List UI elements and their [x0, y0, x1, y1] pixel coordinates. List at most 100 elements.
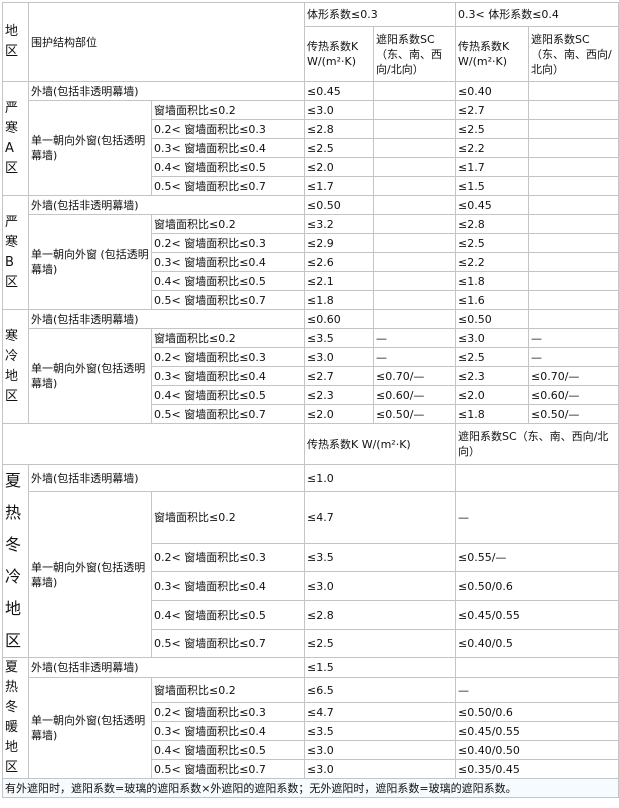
window-k: ≤3.5	[304, 721, 456, 741]
table-row: 严寒B区 外墙(包括非透明幕墙) ≤0.50 ≤0.45	[2, 195, 619, 310]
table-row: 0.3< 窗墙面积比≤0.4 ≤2.6 ≤2.2	[3, 252, 619, 272]
window-sc1	[373, 214, 456, 234]
region-name: 寒冷地区	[2, 309, 29, 424]
wall-sc2	[527, 81, 619, 101]
window-k2: ≤1.8	[455, 271, 529, 291]
window-sc2	[527, 252, 619, 272]
window-sc1	[373, 176, 456, 196]
window-k2: ≤2.2	[455, 252, 529, 272]
window-ratio: 0.4< 窗墙面积比≤0.5	[151, 740, 305, 760]
table-row: 0.2< 窗墙面积比≤0.3 ≤3.5 ≤0.55/—	[3, 543, 619, 572]
window-sc: ≤0.45/0.55	[454, 721, 619, 741]
window-sc2	[527, 119, 619, 139]
window-k2: ≤1.7	[455, 157, 529, 177]
window-ratio: 0.3< 窗墙面积比≤0.4	[151, 571, 305, 601]
window-ratio: 窗墙面积比≤0.2	[151, 677, 305, 703]
shape-factor-1-header: 体形系数≤0.3	[304, 2, 456, 27]
window-sc2	[527, 271, 619, 291]
window-label: 单一朝向外窗(包括透明幕墙)	[28, 491, 152, 658]
window-k1: ≤2.0	[304, 404, 374, 424]
wall-k1: ≤0.60	[304, 309, 374, 329]
window-ratio: 0.5< 窗墙面积比≤0.7	[151, 759, 305, 779]
window-sc2: —	[527, 328, 619, 348]
window-k: ≤3.0	[304, 759, 456, 779]
k-header: 传热系数K W/(m²·K)	[304, 423, 456, 465]
window-sc2	[527, 176, 619, 196]
window-sc2: ≤0.70/—	[527, 366, 619, 386]
table-row: 单一朝向外窗(包括透明幕墙) 窗墙面积比≤0.2 ≤3.0 ≤2.7	[3, 100, 619, 196]
window-k1: ≤2.9	[304, 233, 374, 253]
wall-label: 外墙(包括非透明幕墙)	[28, 309, 305, 329]
table-row: 单一朝向外窗(包括透明幕墙) 窗墙面积比≤0.2 ≤3.5— ≤3.0—	[3, 328, 619, 424]
table-row: 0.3< 窗墙面积比≤0.4 ≤2.7 ≤0.70/— ≤2.3 ≤0.70/—	[3, 366, 619, 386]
table-row: 寒冷地区 外墙(包括非透明幕墙) ≤0.60 ≤0.50	[2, 309, 619, 424]
wall-sc1	[373, 195, 456, 215]
window-sc1	[373, 100, 456, 120]
window-sc2	[527, 138, 619, 158]
window-ratio: 0.5< 窗墙面积比≤0.7	[151, 404, 305, 424]
window-k2: ≤2.7	[455, 100, 529, 120]
wall-k1: ≤0.45	[304, 81, 374, 101]
window-sc: ≤0.55/—	[454, 543, 619, 572]
window-ratio: 0.2< 窗墙面积比≤0.3	[151, 702, 305, 722]
window-sc: ≤0.35/0.45	[454, 759, 619, 779]
table-row: 严寒A区 外墙(包括非透明幕墙) ≤0.45 ≤0.40	[2, 81, 619, 196]
window-k1: ≤2.0	[304, 157, 374, 177]
shape-factor-2-header: 0.3< 体形系数≤0.4	[454, 2, 619, 27]
window-k1: ≤1.8	[304, 290, 374, 310]
window-ratio: 0.2< 窗墙面积比≤0.3	[151, 543, 305, 572]
window-k1: ≤2.1	[304, 271, 374, 291]
wall-sc1	[373, 81, 456, 101]
wall-k: ≤1.5	[304, 657, 456, 678]
window-ratio: 0.2< 窗墙面积比≤0.3	[151, 233, 305, 253]
window-sc2	[527, 290, 619, 310]
window-sc: ≤0.45/0.55	[454, 600, 619, 630]
window-ratio: 窗墙面积比≤0.2	[151, 214, 305, 234]
window-sc2: ≤0.60/—	[527, 385, 619, 405]
window-sc2	[527, 100, 619, 120]
window-ratio: 0.3< 窗墙面积比≤0.4	[151, 138, 305, 158]
window-sc2	[527, 214, 619, 234]
table-row: 夏热冬冷地区 外墙(包括非透明幕墙) ≤1.0	[2, 464, 619, 658]
window-ratio: 0.5< 窗墙面积比≤0.7	[151, 176, 305, 196]
window-k: ≤3.0	[304, 740, 456, 760]
window-k2: ≤2.2	[455, 138, 529, 158]
window-sc1: ≤0.60/—	[373, 385, 456, 405]
region-header: 地区	[2, 2, 29, 82]
window-sc2	[527, 157, 619, 177]
window-k1: ≤2.6	[304, 252, 374, 272]
window-sc2: ≤0.50/—	[527, 404, 619, 424]
window-k2: ≤2.5	[455, 119, 529, 139]
table-row: 0.5< 窗墙面积比≤0.7 ≤2.5 ≤0.40/0.5	[3, 629, 619, 658]
window-ratio: 0.4< 窗墙面积比≤0.5	[151, 600, 305, 630]
blank-header	[2, 423, 305, 465]
table-row: 0.2< 窗墙面积比≤0.3 ≤4.7 ≤0.50/0.6	[3, 702, 619, 722]
window-k2: ≤2.0	[455, 385, 529, 405]
region-name: 夏热冬暖地区	[2, 657, 29, 779]
wall-k: ≤1.0	[304, 464, 456, 492]
window-sc: ≤0.50/0.6	[454, 702, 619, 722]
window-sc2: —	[527, 347, 619, 367]
window-label: 单一朝向外窗 (包括透明幕墙)	[28, 214, 152, 310]
sc-header: 遮阳系数SC（东、南、西向/北向）	[454, 423, 619, 465]
wall-sc1	[373, 309, 456, 329]
window-k: ≤3.5	[304, 543, 456, 572]
window-k: ≤3.0	[304, 571, 456, 601]
window-k2: ≤1.8	[455, 404, 529, 424]
window-ratio: 0.4< 窗墙面积比≤0.5	[151, 271, 305, 291]
window-k2: ≤2.5	[455, 347, 529, 367]
table-row: 传热系数K W/(m²·K) 遮阳系数SC（东、南、西向/北向）	[2, 423, 619, 465]
sc-header-2: 遮阳系数SC（东、南、西向/北向）	[527, 26, 619, 82]
window-k2: ≤2.3	[455, 366, 529, 386]
wall-label: 外墙(包括非透明幕墙)	[28, 195, 305, 215]
table-row: 有外遮阳时，遮阳系数=玻璃的遮阳系数×外遮阳的遮阳系数；无外遮阳时，遮阳系数=玻…	[1, 778, 619, 798]
window-k: ≤6.5	[304, 677, 456, 703]
window-k2: ≤3.0	[455, 328, 529, 348]
wall-sc2	[527, 195, 619, 215]
window-sc: ≤0.50/0.6	[454, 571, 619, 601]
window-k1: ≤1.7	[304, 176, 374, 196]
window-sc: ≤0.40/0.5	[454, 629, 619, 658]
window-sc1	[373, 138, 456, 158]
wall-label: 外墙(包括非透明幕墙)	[28, 657, 305, 678]
